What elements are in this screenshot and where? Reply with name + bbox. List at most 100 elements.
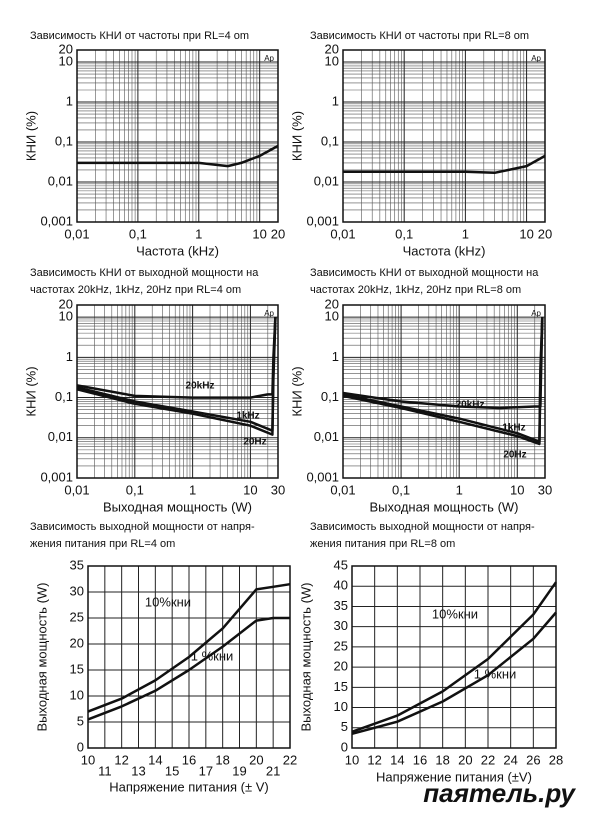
y-tick-label: 20 bbox=[325, 41, 339, 56]
chart-title: Зависимость КНИ от частоты при RL=4 om bbox=[30, 30, 249, 42]
x-tick-label: 20 bbox=[249, 752, 263, 767]
y-tick-label: 0,001 bbox=[306, 469, 339, 484]
x-tick-label: 22 bbox=[481, 752, 495, 767]
plot-frame bbox=[76, 304, 279, 479]
x-axis-label: Выходная мощность (W) bbox=[103, 499, 252, 514]
x-tick-label: 0,01 bbox=[330, 482, 355, 497]
x-tick-label: 0,1 bbox=[395, 226, 413, 241]
x-axis-label: Выходная мощность (W) bbox=[370, 499, 519, 514]
x-tick-label: 17 bbox=[199, 763, 213, 778]
x-axis-label: Напряжение питания (± V) bbox=[109, 779, 269, 794]
y-tick-label: 0,1 bbox=[55, 389, 73, 404]
y-tick-label: 1 bbox=[66, 93, 73, 108]
x-tick-label: 20 bbox=[271, 226, 285, 241]
x-tick-label: 10 bbox=[345, 752, 359, 767]
y-tick-label: 20 bbox=[59, 296, 73, 311]
x-tick-label: 20 bbox=[458, 752, 472, 767]
x-tick-label: 16 bbox=[413, 752, 427, 767]
y-tick-label: 15 bbox=[334, 679, 348, 694]
y-tick-label: 0,1 bbox=[55, 133, 73, 148]
y-tick-label: 35 bbox=[334, 598, 348, 613]
x-tick-label: 12 bbox=[367, 752, 381, 767]
x-tick-label: 24 bbox=[503, 752, 517, 767]
y-tick-label: 10 bbox=[70, 687, 84, 702]
x-tick-label: 0,01 bbox=[64, 226, 89, 241]
y-tick-label: 0,001 bbox=[40, 469, 73, 484]
y-tick-label: 0,1 bbox=[321, 389, 339, 404]
series-label: 1 %кни bbox=[474, 666, 517, 681]
x-tick-label: 0,1 bbox=[392, 482, 410, 497]
x-tick-label: 12 bbox=[114, 752, 128, 767]
x-tick-label: 10 bbox=[510, 482, 524, 497]
x-tick-label: 10 bbox=[81, 752, 95, 767]
x-tick-label: 20 bbox=[538, 226, 552, 241]
series-line bbox=[351, 581, 558, 733]
plot-frame bbox=[342, 49, 546, 223]
x-tick-label: 1 bbox=[462, 226, 469, 241]
series-line bbox=[76, 317, 277, 436]
corner-label: Ap bbox=[264, 54, 274, 63]
y-axis-label: КНИ (%) bbox=[289, 366, 304, 416]
y-axis-label: КНИ (%) bbox=[23, 111, 38, 161]
y-tick-label: 1 bbox=[332, 349, 339, 364]
series-line bbox=[342, 317, 544, 446]
x-tick-label: 14 bbox=[390, 752, 404, 767]
x-tick-label: 0,01 bbox=[330, 226, 355, 241]
x-tick-label: 10 bbox=[519, 226, 533, 241]
series-label: 20kHz bbox=[186, 381, 215, 392]
plot-frame bbox=[351, 565, 557, 749]
chart-title: Зависимость КНИ от выходной мощности на bbox=[310, 267, 539, 279]
x-tick-label: 30 bbox=[271, 482, 285, 497]
x-tick-label: 21 bbox=[266, 763, 280, 778]
series-label: 1 %кни bbox=[191, 648, 234, 663]
y-tick-label: 35 bbox=[70, 557, 84, 572]
series-label: 20kHz bbox=[456, 400, 485, 411]
x-tick-label: 0,1 bbox=[126, 482, 144, 497]
x-tick-label: 16 bbox=[182, 752, 196, 767]
corner-label: Ap bbox=[531, 309, 541, 318]
series-label: 1kHz bbox=[502, 423, 525, 434]
y-tick-label: 1 bbox=[66, 349, 73, 364]
y-tick-label: 20 bbox=[70, 635, 84, 650]
x-tick-label: 10 bbox=[243, 482, 257, 497]
series-line bbox=[351, 611, 557, 736]
x-tick-label: 22 bbox=[283, 752, 297, 767]
x-axis-label: Частота (kHz) bbox=[136, 243, 219, 258]
series-label: 10%кни bbox=[145, 594, 191, 609]
x-tick-label: 30 bbox=[538, 482, 552, 497]
x-tick-label: 10 bbox=[252, 226, 266, 241]
chart-title: Зависимость выходной мощности от напря- bbox=[30, 521, 255, 533]
y-tick-label: 25 bbox=[334, 638, 348, 653]
chart-title: частотах 20kHz, 1kHz, 20Hz при RL=4 om bbox=[30, 284, 241, 296]
y-tick-label: 0,001 bbox=[306, 213, 339, 228]
y-tick-label: 0,01 bbox=[48, 429, 73, 444]
y-tick-label: 10 bbox=[59, 309, 73, 324]
series-line bbox=[343, 154, 546, 175]
y-tick-label: 0,001 bbox=[40, 213, 73, 228]
x-tick-label: 1 bbox=[456, 482, 463, 497]
y-axis-label: КНИ (%) bbox=[23, 366, 38, 416]
x-tick-label: 19 bbox=[232, 763, 246, 778]
x-tick-label: 15 bbox=[165, 763, 179, 778]
y-tick-label: 5 bbox=[77, 713, 84, 728]
y-tick-label: 0 bbox=[77, 739, 84, 754]
x-tick-label: 18 bbox=[435, 752, 449, 767]
series-label: 10%кни bbox=[432, 606, 478, 621]
x-tick-label: 0,1 bbox=[129, 226, 147, 241]
y-tick-label: 30 bbox=[334, 618, 348, 633]
series-label: 1kHz bbox=[236, 411, 259, 422]
corner-label: Ap bbox=[264, 309, 274, 318]
x-tick-label: 13 bbox=[131, 763, 145, 778]
chart-title: жения питания при RL=4 om bbox=[30, 538, 175, 550]
chart-title: жения питания при RL=8 om bbox=[310, 538, 455, 550]
x-tick-label: 1 bbox=[195, 226, 202, 241]
series-line bbox=[77, 144, 279, 168]
y-tick-label: 25 bbox=[70, 609, 84, 624]
series-line bbox=[342, 317, 544, 410]
series-line bbox=[87, 582, 291, 713]
chart-title: Зависимость выходной мощности от напря- bbox=[310, 521, 535, 533]
y-tick-label: 30 bbox=[70, 583, 84, 598]
y-axis-label: Выходная мощность (W) bbox=[298, 583, 313, 732]
x-tick-label: 26 bbox=[526, 752, 540, 767]
x-tick-label: 18 bbox=[215, 752, 229, 767]
